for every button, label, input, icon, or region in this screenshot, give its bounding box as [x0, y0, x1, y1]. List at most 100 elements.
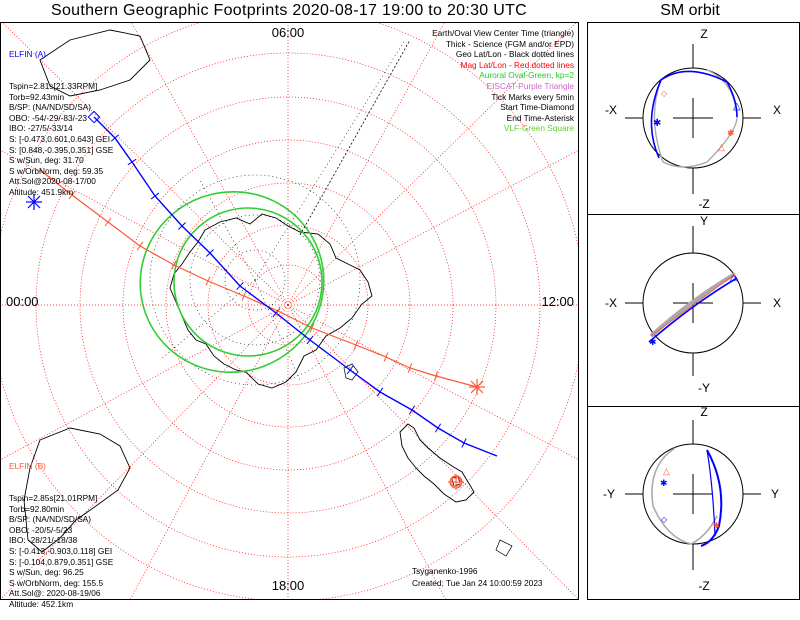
track-tick-mark — [241, 291, 247, 301]
legend-item: Earth/Oval View Center Time (triangle) — [432, 28, 574, 38]
elfin-b-info: ELFIN (B) Tspin=2.85s[21.01RPM] Torb=92.8… — [9, 440, 113, 620]
created-timestamp: Created: Tue Jan 24 10:00:59 2023 — [412, 578, 543, 588]
track-tick-mark — [127, 158, 137, 166]
sm-p2-right: X — [773, 296, 781, 310]
legend-item: Geo Lat/Lon - Black dotted lines — [455, 49, 574, 60]
track-tick-mark — [306, 335, 314, 345]
page-title: Southern Geographic Footprints 2020-08-1… — [50, 2, 528, 19]
svg-text:✱: ✱ — [649, 337, 657, 347]
australia-coastline — [39, 29, 151, 97]
south-america-coastline — [399, 423, 475, 503]
legend-item: EISCAT-Purple Triangle — [486, 80, 574, 91]
track-tick-mark — [376, 387, 384, 397]
elfin-b-info-line: S w/Sun, deg: 96.25 — [9, 567, 84, 578]
elfin-a-info: ELFIN (A) Tspin=2.81s[21.33RPM] Torb=92.4… — [9, 28, 113, 208]
legend-item: Mag Lat/Lon - Red dotted lines — [460, 59, 574, 70]
sm-p1-left: -X — [605, 103, 617, 117]
sm-p1-top: Z — [700, 27, 707, 41]
elfin-b-info-line: Tspin=2.85s[21.01RPM] — [9, 492, 98, 503]
svg-text:✱: ✱ — [653, 118, 661, 129]
elfin-b-info-line: B/SP: (NA/ND/SD/SA) — [9, 514, 92, 525]
geo-lon-grid — [159, 39, 406, 381]
view-center-line — [299, 39, 411, 236]
track-tick-mark — [434, 371, 438, 381]
sm-panel-yz: ✱ ◇ △ ✱ Z -Z -Y Y — [603, 405, 779, 593]
africa-coastline — [23, 427, 131, 553]
elfin-b-info-line: IBO: -28/21/-18/38 — [9, 535, 78, 546]
elfin-a-info-line: S w/OrbNorm, deg: 59.35 — [9, 165, 104, 176]
elfin-a-info-line: Att.Sol@2020-08-17/00 — [9, 176, 96, 187]
track-tick-mark — [136, 241, 144, 251]
elfin-b-footprint-track — [39, 169, 478, 388]
elfin-a-info-line: Altitude: 451.9km — [9, 186, 74, 197]
elfin-a-info-line: Torb=92.43min — [9, 91, 65, 102]
sm-panel-xy: ✱ △ Y -Y -X X — [605, 214, 781, 395]
elfin-b-info-line: S: [-0.104,0.879,0.351] GSE — [9, 556, 114, 567]
time-label-bottom: 18:00 — [272, 578, 305, 593]
elfin-b-tick-marks — [68, 190, 438, 381]
elfin-a-start-asterisk — [26, 194, 42, 210]
time-label-right: 12:00 — [541, 294, 574, 309]
track-tick-mark — [104, 217, 112, 227]
elfin-b-title: ELFIN (B) — [9, 461, 46, 472]
sm-p3-right: Y — [771, 487, 779, 501]
elfin-a-info-line: S: [-0.473,0.601,0.643] GEI — [9, 133, 111, 144]
elfin-a-info-line: OBO: -54/-29/-83/-23 — [9, 112, 87, 123]
track-tick-mark — [110, 134, 120, 142]
track-tick-mark — [236, 281, 244, 291]
model-label: Tsyganenko-1996 — [412, 566, 478, 576]
svg-text:✱: ✱ — [660, 478, 668, 488]
elfin-a-info-line: IBO: -27/5/-33/14 — [9, 123, 73, 134]
track-tick-mark — [383, 352, 389, 362]
elfin-b-end-asterisk — [469, 379, 485, 395]
antarctica-coastline — [169, 213, 373, 389]
auroral-oval-outer — [139, 190, 325, 374]
svg-text:◇: ◇ — [661, 89, 668, 98]
svg-text:✱: ✱ — [713, 521, 720, 530]
track-tick-mark — [150, 192, 160, 200]
sm-p3-bottom: -Z — [698, 579, 709, 593]
track-tick-mark — [353, 340, 359, 350]
elfin-b-info-line: S w/OrbNorm, deg: 155.5 — [9, 577, 104, 588]
map-legend: Earth/Oval View Center Time (triangle) Th… — [432, 28, 574, 134]
time-label-left: 00:00 — [6, 294, 39, 309]
sm-p2-left: -X — [605, 296, 617, 310]
auroral-oval-inner — [173, 207, 323, 357]
elfin-a-tick-marks — [110, 134, 467, 448]
sm-panel-xz: △ ✱ ✱ △ ◇ Z -Z -X X — [605, 27, 781, 211]
elfin-b-info-line: OBO: -20/5/-5/23 — [9, 524, 73, 535]
svg-text:△: △ — [733, 101, 741, 112]
geo-lat-grid — [149, 174, 361, 386]
legend-item: Tick Marks every 5min — [491, 91, 574, 102]
elfin-a-start-diamond — [87, 110, 101, 124]
legend-item: Auroral Oval-Green, kp=2 — [479, 70, 574, 81]
svg-text:△: △ — [718, 142, 725, 152]
footprint-map[interactable]: 06:00 00:00 12:00 18:00 Tsyganenko-1996 … — [0, 22, 579, 600]
elfin-b-info-line: Torb=92.80min — [9, 503, 65, 514]
legend-item: Thick - Science (FGM and/or EPD) — [445, 38, 574, 49]
sm-p3-left: -Y — [603, 487, 615, 501]
track-tick-mark — [408, 405, 416, 415]
svg-text:◇: ◇ — [661, 515, 668, 524]
svg-text:△: △ — [663, 466, 670, 476]
track-tick-mark — [171, 260, 177, 270]
elfin-b-info-line: Altitude: 452.1km — [9, 598, 74, 609]
track-tick-mark — [309, 323, 315, 333]
time-label-top: 06:00 — [272, 25, 305, 40]
sm-p2-bottom: -Y — [698, 381, 710, 395]
svg-text:✱: ✱ — [727, 128, 735, 138]
elfin-a-info-line: Tspin=2.81s[21.33RPM] — [9, 80, 98, 91]
sm-p1-right: X — [773, 103, 781, 117]
sm-p3-top: Z — [700, 405, 707, 419]
elfin-b-info-line: S: [-0.413,-0.903,0.118] GEI — [9, 545, 113, 556]
elfin-a-info-line: B/SP: (NA/ND/SD/SA) — [9, 102, 92, 113]
track-tick-mark — [205, 276, 211, 286]
legend-item: VLF-Green Square — [503, 123, 574, 134]
track-tick-mark — [461, 438, 467, 448]
vlf-green-square-marker — [448, 474, 464, 490]
legend-item: End Time-Asterisk — [506, 112, 574, 123]
elfin-a-info-line: S w/Sun, deg: 31.70 — [9, 155, 84, 166]
track-tick-mark — [68, 190, 76, 200]
track-tick-mark — [434, 423, 442, 433]
mag-lon-grid — [1, 23, 578, 599]
